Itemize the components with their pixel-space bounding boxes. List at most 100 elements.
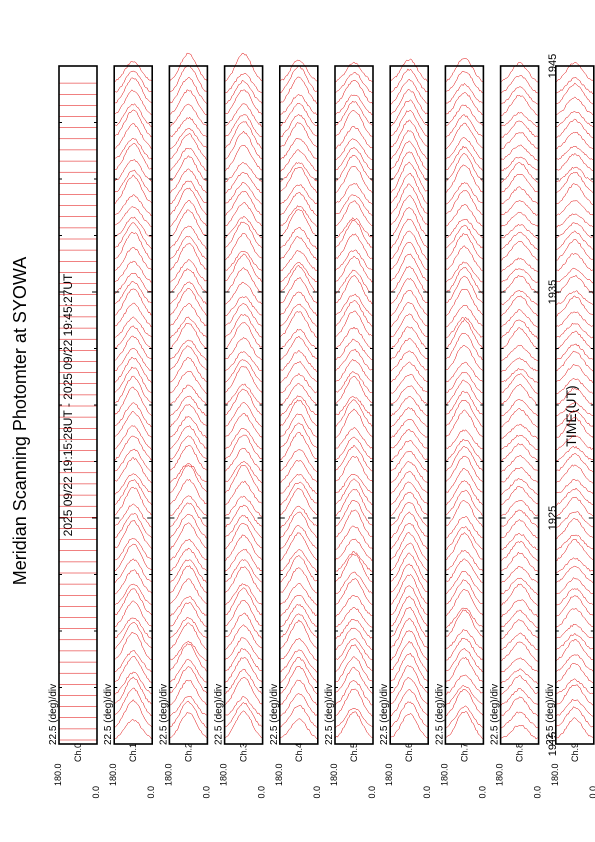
scan-trace: [224, 337, 263, 361]
scan-trace: [279, 488, 318, 517]
scan-trace: [390, 542, 429, 572]
scan-trace: [224, 383, 263, 405]
scan-trace: [500, 533, 539, 551]
scan-trace: [114, 288, 153, 316]
scan-trace: [334, 525, 374, 550]
scan-trace: [334, 627, 374, 651]
scan-trace: [445, 500, 484, 528]
scan-trace: [334, 538, 374, 562]
scan-trace: [445, 607, 484, 629]
panel-frame: [278, 65, 319, 745]
scan-traces: [334, 61, 374, 739]
scan-trace: [500, 62, 539, 83]
scan-trace: [445, 245, 484, 272]
scan-trace: [500, 319, 539, 340]
scan-trace: [279, 638, 318, 662]
scan-trace: [334, 578, 374, 606]
scan-trace: [500, 566, 539, 585]
scan-trace: [389, 337, 429, 361]
scan-trace: [445, 489, 484, 516]
scan-trace: [445, 204, 484, 228]
scan-trace: [555, 239, 594, 261]
scan-trace: [169, 242, 208, 271]
scan-trace: [390, 630, 429, 661]
scan-trace: [555, 678, 594, 695]
scan-trace: [334, 619, 374, 640]
scan-trace: [279, 549, 318, 573]
scan-trace: [500, 75, 539, 94]
scan-trace: [114, 538, 153, 561]
scan-trace: [555, 111, 594, 128]
scan-trace: [169, 89, 208, 116]
scan-trace: [224, 559, 263, 583]
scan-trace: [390, 523, 429, 550]
scan-trace: [224, 668, 263, 694]
scan-trace: [445, 104, 484, 127]
scan-trace: [169, 463, 208, 484]
scan-trace: [500, 509, 539, 529]
scan-trace: [445, 267, 484, 294]
scan-trace: [113, 588, 153, 617]
scan-trace: [390, 68, 429, 93]
scan-trace: [334, 455, 374, 483]
panel-time-ticks: [224, 65, 263, 745]
channel-label: Ch.5: [349, 743, 359, 762]
scan-trace: [279, 460, 319, 484]
scan-trace: [555, 409, 595, 429]
scan-trace: [390, 439, 429, 461]
scan-trace: [169, 77, 208, 105]
scan-trace: [445, 516, 484, 539]
scan-trace: [335, 509, 374, 538]
scan-trace: [279, 372, 318, 394]
channel-label: Ch.4: [294, 743, 304, 762]
scan-trace: [445, 638, 484, 661]
scan-trace: [445, 164, 484, 194]
scan-trace: [390, 419, 429, 438]
scan-trace: [114, 425, 153, 451]
scan-trace: [555, 577, 594, 595]
scan-trace: [555, 539, 594, 562]
scan-trace: [445, 446, 484, 472]
scan-trace: [390, 265, 429, 294]
scan-trace: [334, 666, 374, 694]
scan-trace: [279, 265, 318, 294]
scan-trace: [390, 161, 429, 194]
scan-trace: [500, 675, 539, 695]
panel-frame: [444, 65, 485, 745]
scan-trace: [224, 710, 263, 739]
scan-trace: [500, 231, 539, 251]
scan-trace: [279, 328, 318, 350]
scan-traces: [279, 59, 319, 740]
scan-trace: [555, 638, 594, 662]
scan-trace: [224, 351, 263, 372]
scan-trace: [555, 166, 594, 183]
scan-trace: [169, 643, 208, 672]
scan-trace: [169, 666, 208, 695]
scan-trace: [169, 640, 208, 661]
scan-trace: [169, 288, 208, 316]
scan-trace: [169, 595, 208, 617]
scan-trace: [390, 607, 429, 638]
scan-trace: [500, 156, 539, 172]
scan-trace: [390, 373, 429, 394]
scan-trace: [445, 153, 484, 183]
scan-trace: [169, 415, 208, 439]
scan-trace: [169, 180, 208, 204]
scan-trace: [445, 705, 484, 728]
scan-trace: [279, 122, 319, 149]
scan-trace: [279, 704, 318, 728]
scan-trace: [334, 154, 374, 182]
scan-trace: [334, 427, 374, 450]
panel: 180.0 0.0 Ch.9 22.5 (deg)/div: [545, 62, 595, 799]
scan-trace: [390, 470, 429, 495]
scan-trace: [445, 532, 484, 561]
scan-trace: [500, 186, 539, 206]
scan-trace: [279, 679, 318, 706]
scan-trace: [445, 409, 484, 439]
scan-trace: [224, 296, 263, 317]
scan-trace: [334, 217, 374, 238]
scan-trace: [114, 325, 153, 350]
scan-trace: [390, 130, 429, 160]
scan-trace: [445, 558, 484, 583]
scan-trace: [113, 109, 153, 138]
